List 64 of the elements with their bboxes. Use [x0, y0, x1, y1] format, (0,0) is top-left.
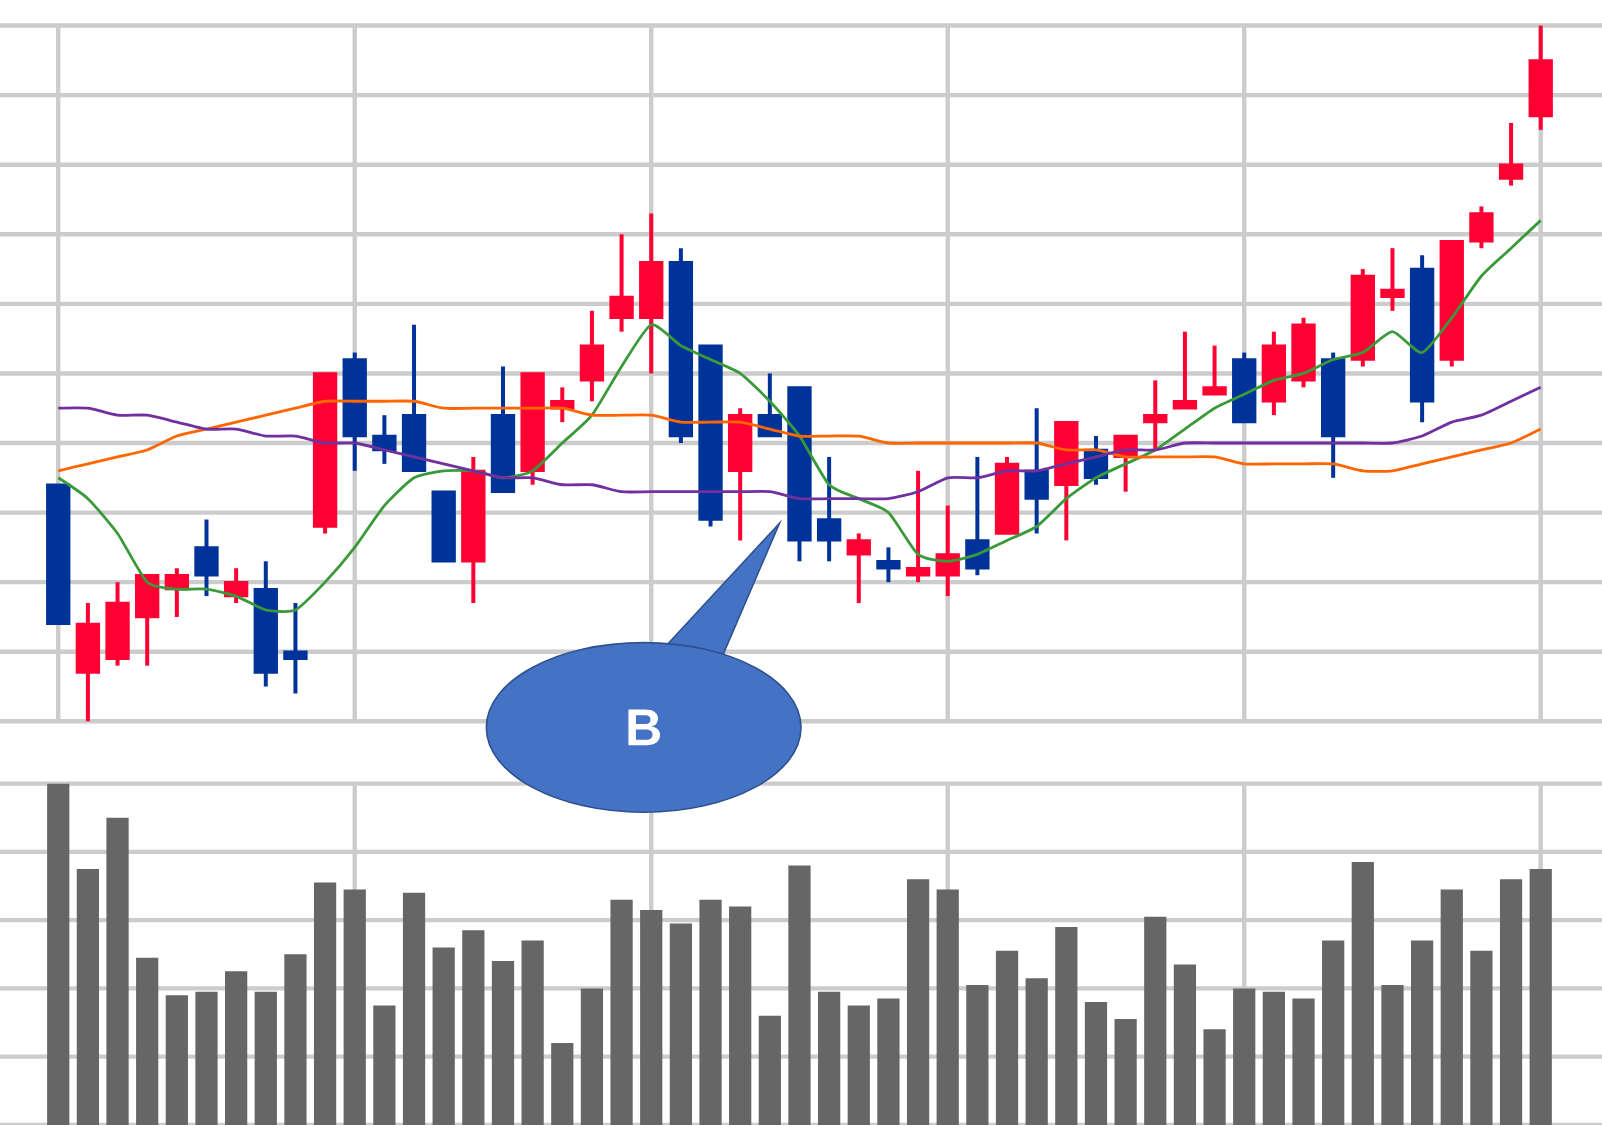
bar — [1203, 1029, 1226, 1125]
bar — [758, 1015, 781, 1125]
bar — [1381, 985, 1404, 1125]
bar — [313, 882, 337, 1125]
bar — [402, 892, 426, 1125]
bar — [195, 991, 218, 1125]
bar — [640, 909, 663, 1125]
bar — [729, 906, 752, 1125]
bar — [1055, 927, 1078, 1125]
candlestick — [372, 415, 397, 464]
bar — [1499, 879, 1523, 1125]
candlestick — [1143, 380, 1168, 451]
bar — [995, 950, 1019, 1125]
bar — [788, 865, 811, 1125]
bar — [1529, 869, 1552, 1125]
bar — [1411, 940, 1434, 1125]
bar — [225, 971, 248, 1125]
bar — [1144, 916, 1167, 1125]
bar — [1440, 889, 1463, 1125]
bar — [1114, 1019, 1137, 1125]
bar — [818, 991, 841, 1125]
bar — [699, 899, 722, 1125]
bar — [906, 879, 930, 1125]
candlestick — [1202, 345, 1227, 396]
candlestick — [1172, 331, 1198, 410]
candlestick — [905, 470, 931, 583]
bar — [462, 930, 485, 1125]
bar — [432, 947, 455, 1125]
candlestick — [846, 533, 871, 604]
bar — [580, 988, 604, 1125]
bar — [1322, 940, 1345, 1125]
bar — [847, 1005, 870, 1125]
bar — [1025, 978, 1048, 1125]
bar — [551, 1043, 574, 1125]
bar — [966, 985, 989, 1125]
bar — [343, 889, 366, 1125]
bar — [1262, 991, 1285, 1125]
bar — [491, 961, 515, 1125]
bar — [76, 869, 100, 1125]
candlestick — [816, 456, 842, 562]
candlestick — [1498, 121, 1524, 186]
bar — [610, 899, 633, 1125]
bar — [106, 817, 129, 1125]
candlestick — [283, 603, 308, 694]
bar — [165, 995, 188, 1125]
bar — [669, 923, 692, 1125]
bar — [521, 940, 544, 1125]
candlestick — [1380, 248, 1405, 311]
bar — [373, 1005, 396, 1125]
bar — [1084, 1002, 1108, 1125]
bar — [1173, 964, 1197, 1125]
bar — [284, 954, 307, 1125]
bar — [1292, 998, 1315, 1125]
bar — [936, 889, 959, 1125]
bar — [136, 957, 159, 1125]
bar — [47, 783, 70, 1125]
candlestick — [876, 547, 901, 583]
bar — [1233, 988, 1256, 1125]
bar — [1351, 862, 1374, 1125]
candlestick — [609, 234, 634, 332]
bar — [254, 991, 277, 1125]
bar — [1470, 950, 1493, 1125]
bar — [877, 998, 900, 1125]
annotation: B — [628, 709, 661, 746]
